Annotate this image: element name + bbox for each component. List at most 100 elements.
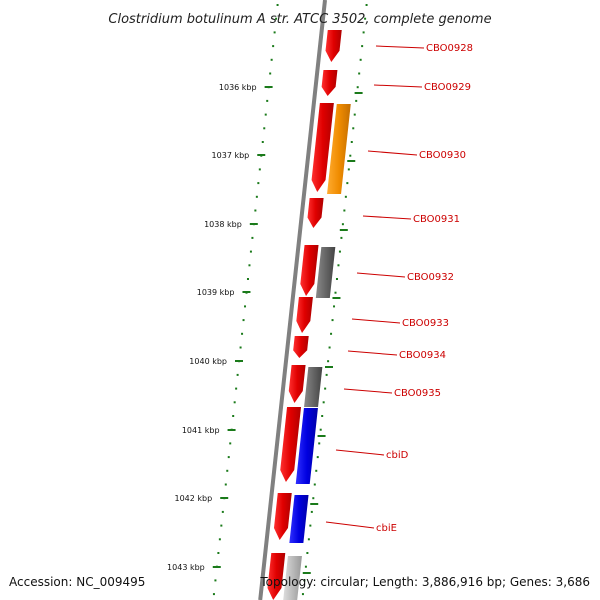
ruler-dot (251, 236, 254, 239)
ruler-dot (346, 182, 349, 185)
label-leader-line (347, 350, 398, 356)
ruler-dot (328, 346, 331, 349)
ruler-dot (263, 127, 266, 130)
ruler-tick-label: 1038 kbp (204, 220, 242, 229)
ruler-dot (333, 305, 336, 308)
ruler-dot (220, 524, 223, 527)
label-leader-line (362, 215, 412, 220)
gene-label-cbid: cbiD (386, 450, 409, 461)
ruler-dot (246, 278, 249, 280)
ruler-dot (227, 456, 230, 459)
ruler-dot (353, 113, 356, 116)
ruler-dot (224, 483, 227, 486)
gene-arrow-unlabeled (283, 556, 302, 600)
label-leader-line (351, 318, 401, 324)
ruler-dot (270, 58, 273, 61)
gene-label-cbie: cbiE (376, 523, 397, 534)
accession-text: Accession: NC_009495 (9, 575, 145, 589)
ruler-dot (239, 346, 242, 349)
gene-arrow-unlabeled (267, 553, 286, 600)
gene-label-cbo0929: CBO0929 (424, 82, 471, 93)
ruler-dot (212, 593, 215, 596)
ruler-tick-label: 1039 kbp (197, 288, 235, 297)
ruler-dot (276, 4, 279, 6)
ruler-dot (269, 72, 272, 75)
ruler-dot (337, 264, 340, 267)
ruler-dot (264, 113, 267, 116)
ruler-tick-label: 1041 kbp (182, 426, 220, 435)
ruler-dot (334, 291, 337, 294)
ruler-dot (335, 278, 338, 280)
label-leader-line (343, 388, 393, 394)
ruler-dot (355, 99, 358, 102)
ruler-dot (254, 209, 257, 212)
gene-label-cbo0930: CBO0930 (419, 150, 466, 161)
ruler-dot (362, 31, 365, 34)
ruler-dot (338, 250, 341, 253)
gene-arrow-cbo0933 (296, 297, 313, 333)
label-leader-line (356, 272, 406, 278)
ruler-dot (322, 401, 325, 404)
ruler-tick-label: 1037 kbp (212, 151, 250, 160)
ruler-dot (330, 332, 333, 335)
gene-arrow-cbo0934 (293, 336, 309, 358)
ruler-dot (343, 209, 346, 212)
ruler-dot (232, 415, 235, 417)
ruler-tick-label: 1042 kbp (175, 494, 213, 503)
ruler-dot (321, 415, 324, 417)
gene-label-cbo0931: CBO0931 (413, 214, 460, 225)
ruler-dot (261, 141, 264, 143)
ruler-dot (327, 360, 330, 363)
ruler-dot (318, 442, 321, 445)
ruler-dot (310, 510, 313, 513)
ruler-dot (244, 305, 247, 308)
ruler-dot (226, 469, 229, 472)
ruler-dot (233, 401, 236, 404)
gene-arrow-cbo0932 (315, 247, 336, 298)
ruler-dot (350, 141, 353, 143)
ruler-dot (347, 168, 350, 171)
label-leader-line (367, 150, 418, 156)
ruler-dot (241, 332, 244, 335)
ruler-dot (325, 373, 328, 376)
ruler-dot (306, 552, 309, 554)
ruler-dot (307, 538, 310, 541)
gene-arrow-cbo0930 (327, 104, 351, 194)
label-leaders (325, 45, 425, 529)
ruler-dot (275, 17, 278, 20)
topology-text: Topology: circular; Length: 3,886,916 bp… (259, 575, 590, 589)
gene-arrow-cbo0929 (321, 70, 338, 96)
label-leader-line (373, 84, 423, 88)
gene-arrow-cbo0928 (325, 30, 342, 62)
gene-arrow-cbo0931 (307, 198, 324, 228)
map-title: Clostridium botulinum A str. ATCC 3502, … (108, 12, 491, 27)
ruler-dot (352, 127, 355, 130)
ruler-dot (359, 58, 362, 61)
ruler-dot (365, 4, 368, 6)
genome-backbone (258, 0, 327, 600)
ruler-dot (218, 538, 221, 541)
ruler-dot (248, 264, 251, 267)
ruler-dot (303, 579, 306, 582)
ruler-dot (344, 195, 347, 198)
ruler-tick-label: 1040 kbp (189, 357, 227, 366)
ruler-dot (255, 195, 258, 198)
ruler-dot (361, 45, 364, 48)
gene-arrow-cbo0930 (311, 103, 334, 192)
label-leader-line (375, 45, 425, 49)
gene-label-cbo0935: CBO0935 (394, 388, 441, 399)
ruler-dot (221, 510, 224, 513)
ruler-dot (304, 565, 307, 568)
ruler-dot (316, 456, 319, 459)
gene-arrow-cbid (295, 408, 318, 484)
ruler-dot (364, 17, 367, 20)
ruler-dot (273, 31, 276, 34)
ruler-dot (313, 483, 316, 486)
ruler-dot (358, 72, 361, 75)
ruler-dot (272, 45, 275, 48)
gene-label-cbo0933: CBO0933 (402, 318, 449, 329)
ruler-dot (312, 497, 315, 500)
gene-arrow-cbie (289, 495, 309, 543)
ruler-tick-label: 1036 kbp (219, 83, 257, 92)
